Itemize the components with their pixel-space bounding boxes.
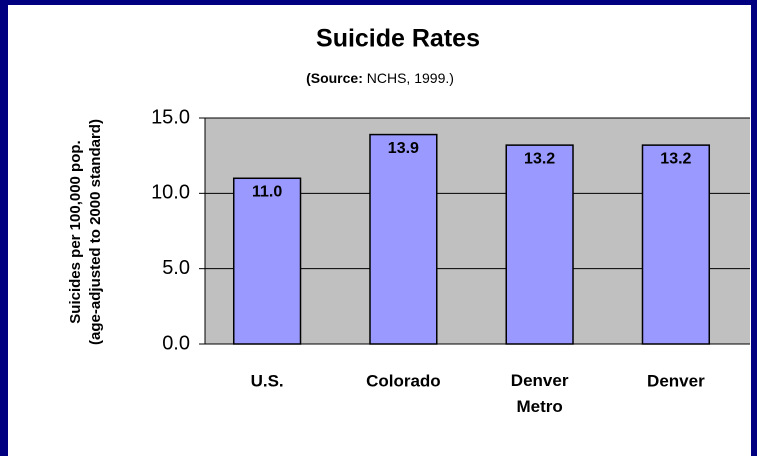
x-tick-label: Denver Metro (511, 371, 569, 416)
bar (232, 177, 302, 345)
chart-subtitle: (Source: NCHS, 1999.) (306, 70, 454, 86)
y-tick-label: 0.0 (162, 332, 190, 354)
data-label: 13.2 (660, 150, 691, 167)
y-tick-label: 15.0 (151, 106, 190, 128)
bar (641, 144, 711, 345)
y-axis-label-line: Suicides per 100,000 pop. (67, 140, 84, 323)
bar (505, 144, 574, 345)
frame-top (0, 0, 757, 5)
frame-left (0, 0, 8, 456)
data-label: 13.2 (524, 150, 555, 167)
subtitle-rest: NCHS, 1999.) (363, 70, 454, 86)
y-tick-label: 10.0 (151, 182, 190, 204)
data-label: 11.0 (252, 183, 282, 200)
y-axis-label-line: (age-adjusted to 2000 standard) (87, 119, 104, 345)
y-tick-label: 5.0 (162, 257, 190, 279)
chart-title: Suicide Rates (316, 25, 480, 53)
subtitle-bold: (Source: (306, 70, 363, 86)
bar (369, 133, 438, 345)
x-tick-label: Denver (647, 371, 705, 390)
frame-right (751, 0, 757, 456)
data-label: 13.9 (388, 140, 419, 157)
x-tick-label: U.S. (251, 371, 284, 390)
x-tick-label: Colorado (366, 371, 441, 390)
y-axis-label: Suicides per 100,000 pop. (age-adjusted … (67, 119, 104, 345)
